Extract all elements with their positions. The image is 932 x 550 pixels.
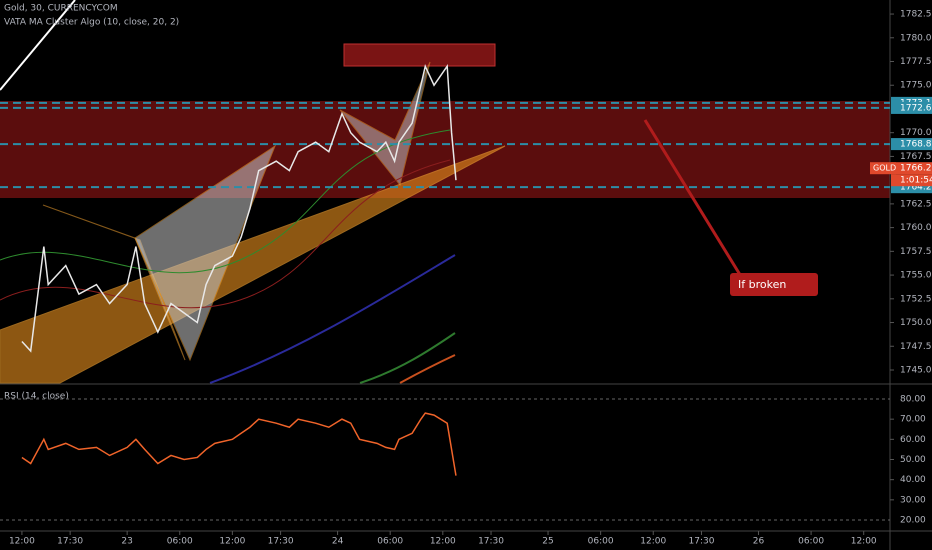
y-tick-label: 70.00 <box>900 415 926 425</box>
y-tick-label: 1755.00 <box>900 271 932 281</box>
y-tick-label: 80.00 <box>900 394 926 404</box>
x-tick-label: 12:00 <box>430 537 456 547</box>
y-tick-label: 1750.00 <box>900 318 932 328</box>
symbol-tag-label: GOLD <box>873 164 896 173</box>
x-tick-label: 12:00 <box>851 537 877 547</box>
y-tick-label: 1757.50 <box>900 247 932 257</box>
annotation: If broken <box>738 278 786 291</box>
x-tick-label: 12:00 <box>640 537 666 547</box>
level-tag <box>891 138 932 151</box>
last-price-tag <box>891 162 932 175</box>
x-tick-label: 06:00 <box>167 537 193 547</box>
y-tick-label: 30.00 <box>900 495 926 505</box>
x-tick-label: 17:30 <box>689 537 715 547</box>
x-tick-label: 12:00 <box>9 537 35 547</box>
symbol-title: Gold, 30, CURRENCYCOM <box>4 4 118 14</box>
rsi-title: RSI (14, close) <box>4 392 69 402</box>
symbol-tag <box>870 162 896 175</box>
countdown-tag <box>891 174 932 187</box>
y-tick-label: 1775.00 <box>900 81 932 91</box>
x-tick-label: 23 <box>121 537 132 547</box>
x-tick-label: 17:30 <box>478 537 504 547</box>
last-price-label: 1766.26 <box>900 164 932 174</box>
y-tick-label: 50.00 <box>900 455 926 465</box>
y-tick-label: 1780.00 <box>900 33 932 43</box>
y-tick-label: 1747.50 <box>900 342 932 352</box>
y-tick-label: 60.00 <box>900 435 926 445</box>
y-tick-label: 40.00 <box>900 475 926 485</box>
y-tick-label: 1767.50 <box>900 152 932 162</box>
y-tick-label: 1762.50 <box>900 199 932 209</box>
level-label: 1768.80 <box>900 140 932 150</box>
series-line <box>21 63 457 353</box>
y-tick-label: 1777.50 <box>900 57 932 67</box>
indicator-title: VATA MA Cluster Algo (10, close, 20, 2) <box>4 18 179 28</box>
x-tick-label: 26 <box>753 537 765 547</box>
level-label: 1764.26 <box>900 183 932 193</box>
level-tag <box>891 101 932 114</box>
x-tick-label: 06:00 <box>588 537 614 547</box>
x-tick-label: 24 <box>332 537 344 547</box>
x-tick-label: 06:00 <box>798 537 824 547</box>
series-line <box>21 412 457 476</box>
level-label: 1772.61 <box>900 103 932 113</box>
x-tick-label: 12:00 <box>219 537 245 547</box>
y-tick-label: 1752.50 <box>900 294 932 304</box>
x-tick-label: 06:00 <box>377 537 403 547</box>
x-tick-label: 25 <box>542 537 553 547</box>
x-tick-label: 17:30 <box>57 537 83 547</box>
y-tick-label: 1782.50 <box>900 10 932 20</box>
y-tick-label: 1770.00 <box>900 128 932 138</box>
y-tick-label: 1760.00 <box>900 223 932 233</box>
y-tick-label: 20.00 <box>900 515 926 525</box>
x-tick-label: 17:30 <box>268 537 294 547</box>
countdown: 1:01:54 <box>900 176 932 186</box>
y-tick-label: 1745.00 <box>900 365 932 375</box>
